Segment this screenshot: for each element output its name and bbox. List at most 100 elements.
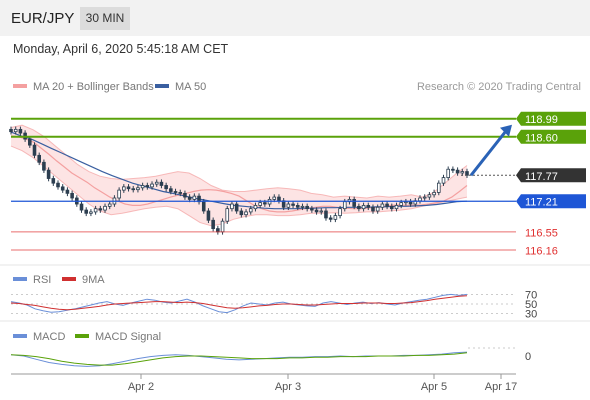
candle-body <box>432 192 436 196</box>
candle-body <box>173 191 178 193</box>
candle-body <box>13 128 18 133</box>
candle-body <box>122 186 126 191</box>
candle-body <box>154 181 159 185</box>
candle-body <box>380 203 385 208</box>
candle-body <box>140 185 145 189</box>
candle-body <box>117 189 121 199</box>
projection-arrowhead <box>500 124 512 137</box>
x-tick-label: Apr 2 <box>128 381 154 393</box>
candle-body <box>361 205 366 210</box>
candle-body <box>300 205 305 208</box>
candle-body <box>451 168 455 171</box>
macd-line <box>10 351 468 367</box>
candle-body <box>32 144 37 156</box>
candle-body <box>460 171 465 174</box>
candle-body <box>342 201 347 210</box>
candle-body <box>286 203 291 208</box>
candle-body <box>234 203 239 212</box>
candle-body <box>225 208 230 222</box>
candle-body <box>56 182 60 188</box>
last-price-label: 117.77 <box>525 171 558 183</box>
candle-body <box>338 208 342 217</box>
rsi-tick-label: 50 <box>525 299 537 311</box>
resistance-label: 118.60 <box>525 132 558 144</box>
candle-body <box>333 215 338 220</box>
candle-body <box>93 208 98 213</box>
candle-body <box>70 192 74 199</box>
candle-body <box>150 183 154 188</box>
candle-body <box>253 205 258 210</box>
timeframe-button[interactable]: 30 MIN <box>80 7 130 30</box>
candle-body <box>131 188 136 191</box>
candle-body <box>42 161 46 171</box>
candle-body <box>371 206 375 212</box>
chart-header: EUR/JPY 30 MIN <box>0 0 590 36</box>
candle-body <box>422 196 427 199</box>
candle-body <box>418 197 422 202</box>
candle-body <box>441 177 446 184</box>
candle-body <box>9 128 13 133</box>
legend-swatch <box>13 334 27 338</box>
candle-body <box>436 182 441 193</box>
macd-signal-line <box>10 352 468 366</box>
candle-body <box>310 208 314 211</box>
support-label: 116.16 <box>525 245 558 257</box>
candle-body <box>107 203 112 207</box>
candle-body <box>319 210 324 213</box>
resistance-tag <box>516 129 586 144</box>
candle-body <box>239 210 244 216</box>
candle-body <box>295 205 300 208</box>
candle-body <box>192 195 197 200</box>
candle-body <box>324 210 328 219</box>
candle-body <box>136 187 140 191</box>
watermark-text: Research © 2020 Trading Central <box>417 81 581 93</box>
last-price-tag <box>516 168 586 183</box>
currency-pair-label: EUR/JPY <box>11 10 75 27</box>
bollinger-lower-line <box>10 145 468 227</box>
candle-body <box>465 171 469 176</box>
support-tag <box>516 194 586 209</box>
legend-swatch <box>13 277 27 281</box>
legend-label: 9MA <box>82 274 105 286</box>
legend-swatch <box>62 277 76 281</box>
candle-body <box>305 205 309 210</box>
resistance-label: 118.99 <box>525 114 558 126</box>
candle-body <box>164 185 168 190</box>
candle-body <box>230 203 234 210</box>
candle-body <box>385 203 389 207</box>
candle-body <box>244 211 248 216</box>
candle-body <box>272 196 277 200</box>
candle-body <box>126 186 131 190</box>
candle-body <box>375 206 380 212</box>
candle-body <box>427 194 432 198</box>
candle-body <box>178 192 183 194</box>
candle-body <box>328 217 333 220</box>
candle-body <box>18 128 23 134</box>
projection-arrow <box>469 128 509 177</box>
support-label: 117.21 <box>525 197 558 209</box>
timestamp-label: Monday, April 6, 2020 5:45:18 AM CET <box>13 42 229 56</box>
candle-body <box>65 189 70 194</box>
legend-swatch <box>155 84 169 88</box>
candle-body <box>389 205 394 210</box>
rsi-ma-line <box>10 295 468 311</box>
legend-label: MA 20 + Bollinger Bands <box>33 81 154 93</box>
support-label: 116.55 <box>525 227 558 239</box>
candle-body <box>187 196 192 200</box>
x-tick-label: Apr 3 <box>275 381 301 393</box>
candle-body <box>357 205 361 210</box>
x-tick-label: Apr 5 <box>421 381 447 393</box>
candle-body <box>28 138 32 146</box>
candle-body <box>46 169 51 179</box>
legend-label: MACD Signal <box>95 331 161 343</box>
candle-body <box>37 154 42 163</box>
candle-body <box>183 192 187 198</box>
legend-swatch <box>75 334 89 338</box>
candle-body <box>145 185 150 188</box>
ma20-line <box>10 135 468 213</box>
candle-body <box>399 202 403 206</box>
candle-body <box>404 201 408 204</box>
candle-body <box>258 202 262 206</box>
candle-body <box>79 203 84 211</box>
candle-body <box>455 169 460 174</box>
